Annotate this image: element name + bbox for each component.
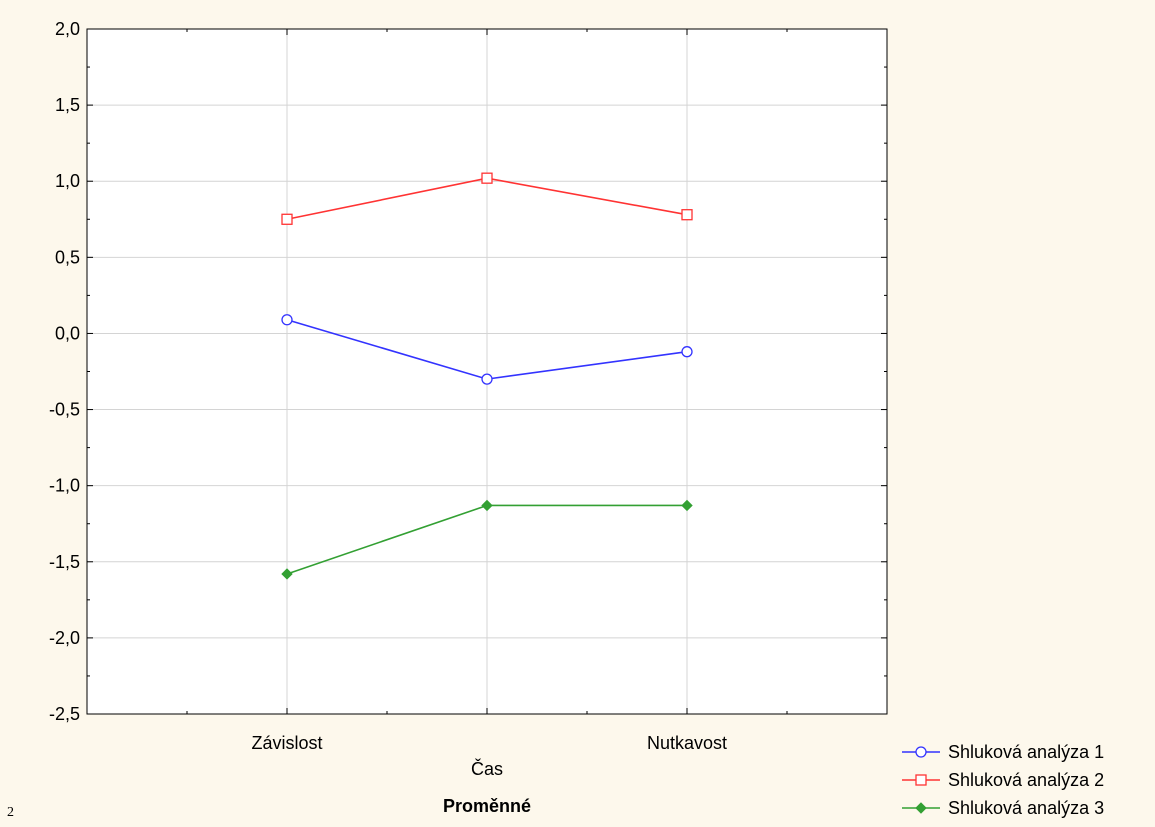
legend-item-3: Shluková analýza 3 bbox=[902, 798, 1104, 818]
x-tick-labels: Závislost Nutkavost bbox=[251, 733, 727, 753]
y-tick-labels: 2,0 1,5 1,0 0,5 0,0 -0,5 -1,0 -1,5 -2,0 -2,5 bbox=[49, 19, 80, 724]
page-number: 2 bbox=[7, 805, 14, 820]
legend-marker-1 bbox=[915, 746, 927, 758]
series-2 bbox=[281, 172, 693, 225]
y-tick-label-6: -1,0 bbox=[49, 476, 80, 496]
x-tick-label-0: Závislost bbox=[251, 733, 322, 753]
series-layer bbox=[281, 172, 693, 580]
series-3-point-1 bbox=[281, 568, 293, 580]
series-3-point-3 bbox=[681, 499, 693, 512]
y-tick-label-4: 0,0 bbox=[55, 323, 80, 343]
series-2-point-3 bbox=[681, 209, 693, 221]
y-tick-label-9: -2,5 bbox=[49, 704, 80, 724]
legend: Shluková analýza 1 Shluková analýza 2 Shlu… bbox=[902, 742, 1104, 818]
series-2-point-2 bbox=[481, 172, 493, 184]
y-tick-label-3: 0,5 bbox=[55, 247, 80, 267]
y-tick-label-7: -1,5 bbox=[49, 552, 80, 572]
y-tick-label-5: -0,5 bbox=[49, 400, 80, 420]
x-tick-label-2: Nutkavost bbox=[647, 733, 727, 753]
x-axis-label: Čas bbox=[471, 758, 503, 779]
series-1 bbox=[281, 314, 693, 385]
legend-item-1: Shluková analýza 1 bbox=[902, 742, 1104, 762]
series-1-point-3 bbox=[681, 346, 693, 358]
variables-title: Proměnné bbox=[443, 796, 531, 816]
legend-marker-2 bbox=[915, 774, 927, 786]
axis-ticks bbox=[87, 28, 887, 715]
y-tick-label-2: 1,0 bbox=[55, 171, 80, 191]
y-tick-label-1: 1,5 bbox=[55, 95, 80, 115]
y-tick-label-8: -2,0 bbox=[49, 628, 80, 648]
legend-label-2: Shluková analýza 2 bbox=[948, 770, 1104, 790]
legend-label-3: Shluková analýza 3 bbox=[948, 798, 1104, 818]
gridlines bbox=[87, 28, 887, 715]
y-tick-label-0: 2,0 bbox=[55, 19, 80, 39]
series-1-point-2 bbox=[481, 373, 493, 385]
legend-item-2: Shluková analýza 2 bbox=[902, 770, 1104, 790]
series-2-point-1 bbox=[281, 213, 293, 225]
legend-label-1: Shluková analýza 1 bbox=[948, 742, 1104, 762]
legend-marker-3 bbox=[915, 802, 927, 814]
series-1-point-1 bbox=[281, 314, 293, 326]
series-3 bbox=[281, 499, 693, 580]
series-3-point-2 bbox=[481, 499, 493, 512]
